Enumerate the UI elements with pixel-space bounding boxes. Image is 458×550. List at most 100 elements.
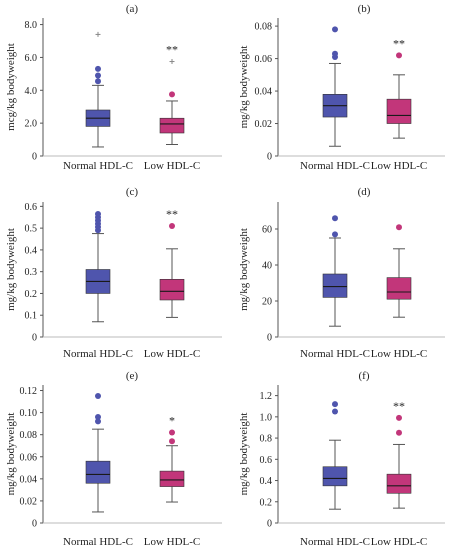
significance-marker: **	[166, 207, 178, 221]
y-tick-label: 4.0	[25, 86, 38, 97]
y-tick-label: 0	[32, 519, 37, 530]
category-label: Low HDL-C	[371, 160, 428, 172]
category-label: Normal HDL-C	[300, 160, 370, 172]
y-tick-label: 0.6	[25, 202, 38, 213]
y-tick-label: 0	[32, 333, 37, 344]
panel-title: (b)	[358, 3, 371, 15]
y-tick-label: 0.1	[25, 311, 38, 322]
y-axis-label: mcg/kg bodyweight	[5, 43, 17, 131]
panel-0: (a) 0 2.0 4.0 6.0 8.0 mcg/kg bodyweight Normal …	[5, 3, 222, 172]
y-axis-label: mg/kg bodyweight	[238, 46, 250, 129]
outlier-point	[169, 91, 175, 98]
outlier-plus	[169, 59, 175, 65]
outlier-point	[332, 50, 338, 57]
outlier-point	[332, 231, 338, 238]
outlier-point	[332, 408, 338, 415]
iqr-box	[386, 277, 412, 300]
y-axis-label: mg/kg bodyweight	[238, 228, 250, 311]
iqr-box	[386, 98, 412, 124]
outlier-point	[169, 222, 175, 229]
box-low-hdl-c	[386, 414, 412, 509]
outlier-point	[95, 418, 101, 425]
category-label: Low HDL-C	[144, 536, 201, 548]
outlier-point	[396, 224, 402, 231]
iqr-box	[85, 460, 111, 484]
iqr-box	[159, 117, 185, 134]
category-label: Normal HDL-C	[300, 348, 370, 360]
y-tick-label: 0.6	[260, 455, 273, 466]
y-tick-label: 0	[267, 333, 272, 344]
box-normal-hdl-c	[85, 210, 111, 323]
box-normal-hdl-c	[322, 215, 348, 327]
y-axis-label: mg/kg bodyweight	[238, 413, 250, 496]
y-tick-label: 0.5	[25, 224, 38, 235]
panel-4: (e) 0 0.02 0.04 0.06 0.08 0.10 0.12 mg/kg bodywe…	[5, 370, 222, 548]
y-tick-label: 1.2	[260, 391, 273, 402]
y-tick-label: 0	[267, 152, 272, 163]
outlier-point	[95, 72, 101, 79]
outlier-point	[396, 429, 402, 436]
y-tick-label: 0.02	[255, 119, 273, 130]
panel-title: (f)	[359, 370, 370, 382]
outlier-point	[332, 401, 338, 408]
y-tick-label: 8.0	[25, 20, 38, 31]
panel-title: (c)	[126, 186, 139, 198]
y-tick-label: 0.2	[260, 497, 273, 508]
y-axis-label: mg/kg bodyweight	[5, 228, 17, 311]
y-tick-label: 0	[267, 519, 272, 530]
outlier-point	[332, 215, 338, 222]
box-normal-hdl-c	[85, 31, 111, 148]
box-low-hdl-c	[386, 224, 412, 318]
y-tick-label: 60	[262, 225, 272, 236]
panel-2: (c) 0 0.1 0.2 0.3 0.4 0.5 0.6 mg/kg bodyweight No…	[5, 186, 222, 360]
outlier-point	[169, 429, 175, 436]
outlier-plus	[95, 31, 101, 37]
box-low-hdl-c	[159, 222, 185, 318]
box-low-hdl-c	[386, 52, 412, 139]
iqr-box	[322, 273, 348, 298]
y-tick-label: 0.8	[260, 434, 273, 445]
outlier-point	[95, 65, 101, 72]
iqr-box	[159, 278, 185, 301]
y-tick-label: 0.04	[255, 87, 273, 98]
panel-title: (d)	[358, 186, 371, 198]
y-tick-label: 0.04	[20, 474, 38, 485]
outlier-point	[169, 438, 175, 445]
significance-marker: **	[393, 399, 405, 413]
significance-marker: **	[166, 43, 178, 57]
box-normal-hdl-c	[322, 26, 348, 147]
outlier-point	[332, 26, 338, 33]
category-label: Low HDL-C	[144, 348, 201, 360]
y-tick-label: 1.0	[260, 412, 273, 423]
y-tick-label: 6.0	[25, 53, 38, 64]
y-tick-label: 0	[32, 152, 37, 163]
box-normal-hdl-c	[322, 401, 348, 510]
iqr-box	[159, 470, 185, 487]
y-tick-label: 40	[262, 261, 272, 272]
y-tick-label: 0.3	[25, 267, 38, 278]
y-axis-label: mg/kg bodyweight	[5, 413, 17, 496]
outlier-point	[396, 414, 402, 421]
category-label: Normal HDL-C	[300, 536, 370, 548]
outlier-point	[396, 52, 402, 59]
panel-5: (f) 0 0.2 0.4 0.6 0.8 1.0 1.2 mg/kg bodyweight No…	[238, 370, 445, 548]
category-label: Normal HDL-C	[63, 536, 133, 548]
category-label: Low HDL-C	[144, 160, 201, 172]
y-tick-label: 0.4	[25, 245, 38, 256]
category-label: Low HDL-C	[371, 348, 428, 360]
panel-1: (b) 0 0.02 0.04 0.06 0.08 mg/kg bodyweight Norm…	[238, 3, 445, 172]
box-low-hdl-c	[159, 59, 185, 145]
panel-title: (a)	[126, 3, 139, 15]
y-tick-label: 0.2	[25, 289, 38, 300]
y-tick-label: 0.06	[255, 54, 273, 65]
outlier-point	[95, 78, 101, 85]
significance-marker: **	[393, 36, 405, 50]
outlier-point	[95, 210, 101, 217]
y-tick-label: 0.4	[260, 476, 273, 487]
category-label: Normal HDL-C	[63, 348, 133, 360]
y-tick-label: 0.02	[20, 496, 38, 507]
iqr-box	[386, 473, 412, 494]
box-normal-hdl-c	[85, 393, 111, 513]
iqr-box	[322, 466, 348, 487]
y-tick-label: 0.08	[255, 22, 273, 33]
